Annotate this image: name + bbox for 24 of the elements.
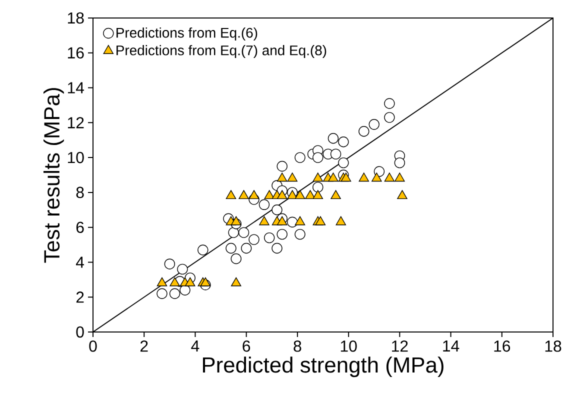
y-tick-label: 4 <box>76 256 84 268</box>
x-tick-label: 14 <box>443 340 460 352</box>
legend-label: Predictions from Eq.(7) and Eq.(8) <box>116 45 326 58</box>
y-tick-label: 18 <box>68 12 84 24</box>
x-axis-title: Predicted strength (MPa) <box>202 356 444 378</box>
x-tick-label: 4 <box>191 340 200 352</box>
y-axis-title: Test results (MPa) <box>43 88 64 263</box>
x-tick-label: 6 <box>242 340 250 352</box>
x-tick-label: 18 <box>545 340 562 352</box>
y-tick-label: 16 <box>68 47 84 59</box>
y-tick-label: 0 <box>76 326 84 338</box>
y-tick-label: 2 <box>76 292 84 303</box>
y-tick-label: 14 <box>68 82 84 94</box>
y-tick-label: 12 <box>68 117 84 128</box>
x-tick-label: 0 <box>89 340 97 352</box>
legend-label: Predictions from Eq.(6) <box>116 27 258 40</box>
x-tick-label: 16 <box>494 340 510 352</box>
y-tick-label: 8 <box>76 186 84 198</box>
y-tick-label: 6 <box>76 222 84 233</box>
x-tick-label: 2 <box>140 340 148 352</box>
y-tick-label: 10 <box>68 152 84 164</box>
x-tick-label: 10 <box>340 340 357 352</box>
x-tick-label: 8 <box>294 340 302 352</box>
x-tick-label: 12 <box>392 340 408 352</box>
